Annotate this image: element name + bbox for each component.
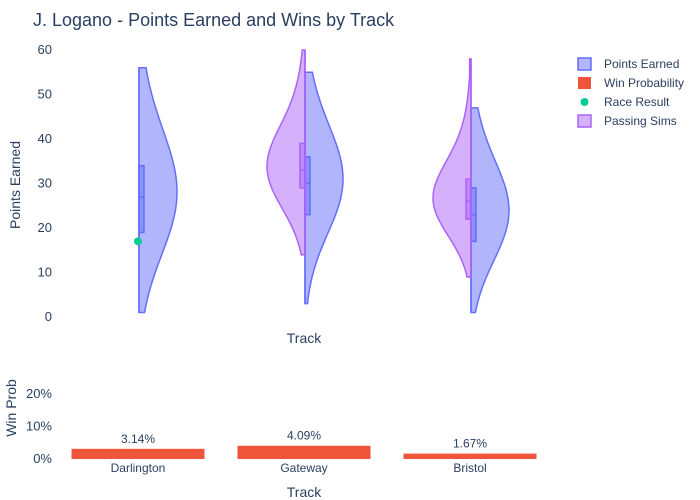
bar-y-axis-title: Win Prob xyxy=(3,379,19,437)
passing-sims-violin xyxy=(432,58,472,278)
bar-category-label: Darlington xyxy=(111,461,166,475)
violin-panel: Track Points Earned 0 10 20 30 40 50 60 xyxy=(7,42,510,346)
points-earned-violin xyxy=(470,107,510,314)
violin-x-axis-title: Track xyxy=(287,330,322,346)
legend-swatch xyxy=(578,77,591,89)
violin-y-tick-label: 40 xyxy=(38,131,52,146)
bar-category-label: Bristol xyxy=(453,461,486,475)
legend-swatch xyxy=(580,98,589,106)
passing-sims-violin xyxy=(266,49,306,256)
chart-title: J. Logano - Points Earned and Wins by Tr… xyxy=(33,10,395,30)
bar-value-label: 4.09% xyxy=(287,429,321,443)
violin-y-tick-label: 50 xyxy=(38,87,52,102)
violin-y-tick-label: 60 xyxy=(38,42,52,57)
legend-label: Race Result xyxy=(604,95,670,109)
bar-x-axis-title: Track xyxy=(287,484,322,500)
violin-y-tick-label: 30 xyxy=(38,176,52,191)
race-result-point xyxy=(134,237,142,246)
win-probability-bar xyxy=(71,448,205,459)
legend-swatch xyxy=(577,57,592,71)
bar-y-tick-label: 0% xyxy=(33,451,52,466)
legend-label: Passing Sims xyxy=(604,114,677,128)
legend-swatch xyxy=(577,114,592,128)
win-probability-bar xyxy=(403,453,537,459)
bar-value-label: 1.67% xyxy=(453,437,487,451)
bar-y-tick-label: 10% xyxy=(26,419,52,434)
bar-category-label: Gateway xyxy=(280,461,327,475)
bar-value-label: 3.14% xyxy=(121,432,155,446)
points-earned-violin xyxy=(138,67,178,314)
bar-panel: Track Win Prob 0% 10% 20% 3.14% Darlington 4.… xyxy=(3,379,537,500)
violin-y-tick-label: 20 xyxy=(38,220,52,235)
bar-y-tick-label: 20% xyxy=(26,386,52,401)
legend: Points Earned Win Probability Race Result P… xyxy=(577,57,684,128)
legend-label: Points Earned xyxy=(604,57,679,71)
violin-y-axis-title: Points Earned xyxy=(7,141,23,229)
win-probability-bar xyxy=(237,445,371,459)
legend-label: Win Probability xyxy=(604,76,684,90)
violin-y-tick-label: 10 xyxy=(38,265,52,280)
points-earned-violin xyxy=(304,71,344,305)
violin-y-tick-label: 0 xyxy=(45,309,52,324)
